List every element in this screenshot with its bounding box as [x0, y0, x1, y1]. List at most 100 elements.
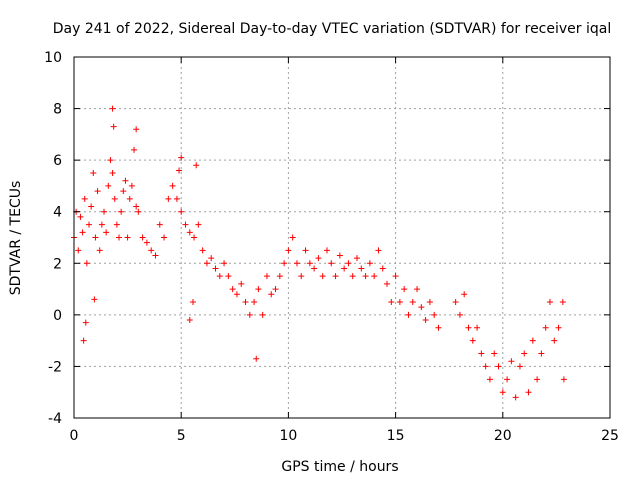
- data-point: [203, 260, 210, 267]
- data-point: [414, 286, 421, 293]
- data-point: [546, 298, 553, 305]
- data-point: [178, 154, 185, 161]
- data-point: [422, 317, 429, 324]
- y-tick-label: 2: [53, 256, 62, 272]
- data-point: [77, 213, 84, 220]
- data-point: [469, 337, 476, 344]
- data-point: [109, 170, 116, 177]
- data-point: [94, 188, 101, 195]
- data-point: [75, 247, 82, 254]
- x-tick-label: 0: [70, 428, 79, 444]
- data-point: [392, 273, 399, 280]
- data-point: [113, 221, 120, 228]
- data-point: [91, 296, 98, 303]
- data-point: [110, 123, 117, 130]
- y-axis-ticks: -4 -2 0 2 4 6 8 10: [44, 50, 610, 427]
- y-axis-label: SDTVAR / TECUs: [8, 181, 24, 296]
- data-point: [516, 363, 523, 370]
- data-point: [118, 208, 125, 215]
- data-point: [139, 234, 146, 241]
- data-point: [263, 273, 270, 280]
- data-point: [435, 324, 442, 331]
- data-point: [555, 324, 562, 331]
- data-point: [486, 376, 493, 383]
- data-point: [272, 286, 279, 293]
- data-point: [225, 273, 232, 280]
- data-point: [499, 389, 506, 396]
- data-point: [315, 255, 322, 262]
- data-point: [478, 350, 485, 357]
- data-point: [534, 376, 541, 383]
- data-point: [173, 195, 180, 202]
- data-point: [105, 182, 112, 189]
- data-point: [259, 311, 266, 318]
- plot-frame: [73, 56, 611, 419]
- data-point: [88, 203, 95, 210]
- data-point: [551, 337, 558, 344]
- data-point: [176, 167, 183, 174]
- data-point: [116, 234, 123, 241]
- data-point: [465, 324, 472, 331]
- x-tick-label: 10: [279, 428, 297, 444]
- data-point: [101, 208, 108, 215]
- data-point: [268, 291, 275, 298]
- data-point: [86, 221, 93, 228]
- data-point: [128, 182, 135, 189]
- data-point: [276, 273, 283, 280]
- y-tick-label: -4: [48, 411, 62, 427]
- x-axis-label: GPS time / hours: [281, 459, 398, 475]
- data-point: [165, 195, 172, 202]
- data-point: [461, 291, 468, 298]
- data-point: [246, 311, 253, 318]
- data-point: [405, 311, 412, 318]
- data-point: [298, 273, 305, 280]
- data-point: [133, 126, 140, 133]
- data-point: [560, 376, 567, 383]
- data-point: [456, 311, 463, 318]
- data-point: [559, 298, 566, 305]
- data-point: [161, 234, 168, 241]
- data-points: [71, 105, 567, 401]
- data-point: [285, 247, 292, 254]
- data-point: [529, 337, 536, 344]
- data-point: [418, 304, 425, 311]
- x-tick-label: 20: [494, 428, 512, 444]
- x-tick-label: 5: [177, 428, 186, 444]
- data-point: [152, 252, 159, 259]
- data-point: [474, 324, 481, 331]
- x-axis-ticks: 0 5 10 15 20 25: [70, 57, 619, 444]
- data-point: [193, 162, 200, 169]
- data-point: [79, 229, 86, 236]
- data-point: [384, 280, 391, 287]
- x-tick-label: 15: [387, 428, 405, 444]
- data-point: [81, 195, 88, 202]
- data-point: [199, 247, 206, 254]
- data-point: [178, 208, 185, 215]
- data-point: [306, 260, 313, 267]
- data-point: [375, 247, 382, 254]
- data-point: [133, 203, 140, 210]
- data-point: [103, 229, 110, 236]
- data-point: [328, 260, 335, 267]
- data-point: [525, 389, 532, 396]
- data-point: [336, 252, 343, 259]
- chart-title: Day 241 of 2022, Sidereal Day-to-day VTE…: [53, 21, 611, 37]
- y-tick-label: 4: [53, 205, 62, 221]
- y-tick-label: 10: [44, 50, 62, 66]
- data-point: [148, 247, 155, 254]
- data-point: [431, 311, 438, 318]
- data-point: [302, 247, 309, 254]
- data-point: [189, 298, 196, 305]
- data-point: [111, 195, 118, 202]
- data-point: [311, 265, 318, 272]
- grid: [74, 57, 610, 418]
- data-point: [281, 260, 288, 267]
- data-point: [452, 298, 459, 305]
- data-point: [512, 394, 519, 401]
- data-point: [83, 260, 90, 267]
- data-point: [98, 221, 105, 228]
- data-point: [80, 337, 87, 344]
- data-point: [169, 182, 176, 189]
- data-point: [358, 265, 365, 272]
- data-point: [319, 273, 326, 280]
